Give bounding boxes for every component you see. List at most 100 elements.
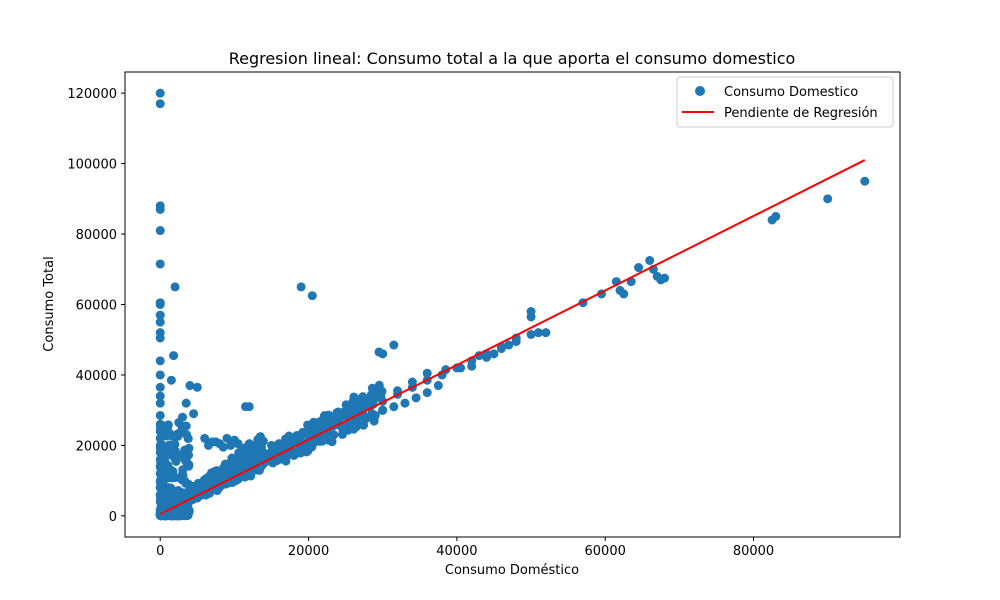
scatter-point (489, 349, 499, 359)
x-tick-label: 40000 (436, 544, 477, 559)
y-tick-label: 80000 (76, 228, 117, 243)
scatter-point (860, 176, 870, 186)
scatter-point (359, 416, 369, 426)
scatter-point (155, 333, 165, 343)
regression-line (159, 159, 866, 515)
legend-label-consumo-domestico: Consumo Domestico (724, 85, 858, 100)
scatter-point (215, 474, 225, 484)
scatter-point (645, 255, 655, 265)
scatter-point (378, 405, 388, 415)
y-tick-label: 60000 (76, 299, 117, 314)
scatter-point (185, 381, 195, 391)
chart-title: Regresion lineal: Consumo total a la que… (229, 49, 796, 68)
scatter-point (244, 402, 254, 412)
scatter-point (248, 447, 258, 457)
scatter-point (222, 433, 232, 443)
x-axis-ticks: 0 20000 40000 60000 80000 (156, 537, 774, 559)
scatter-point (155, 398, 165, 408)
x-tick-label: 60000 (585, 544, 626, 559)
scatter-point (389, 402, 399, 412)
scatter-point (207, 477, 217, 487)
scatter-point (319, 411, 329, 421)
scatter-point (200, 433, 210, 443)
scatter-point (407, 377, 417, 387)
scatter-point (155, 317, 165, 327)
scatter-point (244, 458, 254, 468)
scatter-point (155, 419, 165, 429)
y-tick-label: 120000 (67, 87, 117, 102)
scatter-point (233, 439, 243, 449)
scatter-point (178, 470, 188, 480)
scatter-point (155, 455, 165, 464)
scatter-point (155, 310, 165, 320)
scatter-point (268, 458, 278, 468)
scatter-point (155, 447, 165, 457)
scatter-point (307, 291, 317, 301)
scatter-point (170, 282, 180, 292)
scatter-point (181, 478, 191, 488)
scatter-point (218, 442, 228, 452)
scatter-point (155, 382, 165, 392)
scatter-point (467, 361, 477, 371)
scatter-point (155, 410, 165, 420)
y-tick-label: 20000 (76, 439, 117, 454)
scatter-point (526, 312, 536, 322)
scatter-point (155, 440, 165, 450)
scatter-point (155, 99, 165, 109)
scatter-point (155, 490, 165, 500)
x-axis-label: Consumo Doméstico (445, 563, 579, 578)
scatter-point (155, 476, 165, 486)
scatter-point (660, 273, 670, 283)
scatter-point (411, 393, 421, 403)
scatter-point (296, 282, 306, 292)
scatter-point (155, 483, 165, 493)
y-axis-ticks: 0 20000 40000 60000 80000 100000 120000 (67, 87, 125, 525)
scatter-point (504, 340, 514, 350)
y-axis-label: Consumo Total (42, 256, 57, 351)
y-tick-label: 100000 (67, 158, 117, 173)
scatter-point (378, 349, 388, 359)
scatter-point (619, 289, 629, 299)
y-tick-label: 40000 (76, 369, 117, 384)
scatter-point (155, 433, 165, 443)
scatter-point (329, 430, 339, 440)
scatter-point (163, 420, 173, 430)
scatter-point (222, 469, 232, 479)
scatter-point (333, 407, 343, 417)
legend-scatter-marker (695, 86, 705, 96)
scatter-point (374, 380, 384, 390)
legend-box (676, 76, 894, 128)
scatter-point (456, 363, 466, 373)
scatter-point (634, 263, 644, 273)
scatter-point (155, 462, 165, 472)
scatter-point (274, 444, 284, 454)
scatter-point (389, 340, 399, 350)
scatter-point (180, 445, 190, 455)
scatter-point (181, 398, 191, 408)
scatter-point (192, 382, 202, 392)
scatter-point (155, 356, 165, 366)
scatter-point (184, 507, 194, 517)
scatter-point (289, 437, 299, 447)
scatter-point (533, 328, 543, 338)
scatter-point (189, 409, 199, 419)
scatter-point (181, 421, 191, 431)
scatter-point (341, 410, 351, 420)
scatter-point (771, 211, 781, 221)
scatter-point (366, 390, 376, 400)
scatter-point (255, 438, 265, 448)
scatter-point (482, 352, 492, 362)
legend: Consumo Domestico Pendiente de Regresión (676, 76, 894, 128)
scatter-point (823, 194, 833, 204)
scatter-point (182, 430, 192, 440)
scatter-point (169, 351, 179, 361)
scatter-point (244, 439, 254, 449)
scatter-point (259, 451, 269, 461)
scatter-point (266, 440, 276, 450)
scatter-point (246, 471, 256, 481)
scatter-point (349, 424, 359, 434)
scatter-point (155, 226, 165, 236)
scatter-point (433, 381, 443, 391)
y-tick-label: 0 (109, 510, 117, 525)
